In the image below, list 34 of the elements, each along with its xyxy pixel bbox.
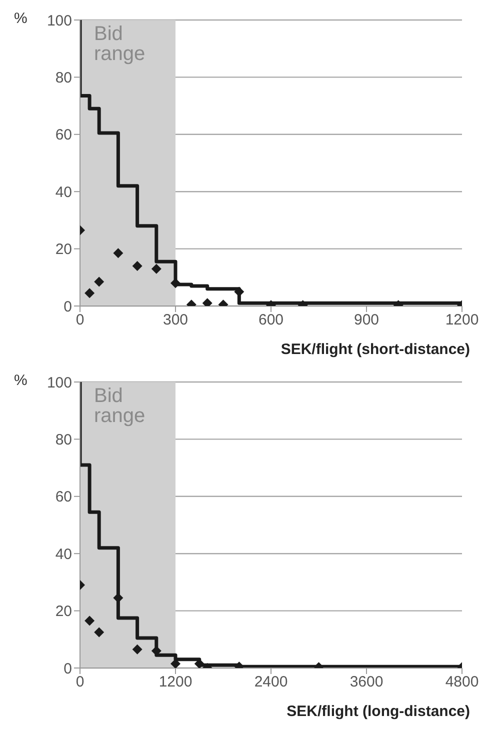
- y-tick-label: 100: [46, 12, 72, 30]
- point: [170, 658, 180, 668]
- y-axis-title: %: [14, 372, 28, 389]
- y-tick-label: 100: [46, 374, 72, 392]
- x-tick-label: 1200: [158, 674, 192, 691]
- x-tick-label: 300: [162, 312, 188, 329]
- x-tick-label: 1200: [445, 312, 479, 329]
- y-tick-label: 60: [55, 126, 72, 144]
- y-tick-label: 20: [55, 603, 72, 620]
- x-tick-label: 600: [258, 312, 284, 329]
- x-tick-label: 0: [76, 312, 84, 329]
- y-tick-label: 20: [55, 241, 72, 258]
- x-tick-label: 3600: [350, 674, 384, 691]
- y-tick-label: 0: [64, 298, 72, 316]
- y-tick-label: 60: [55, 488, 72, 506]
- y-tick-label: 40: [55, 546, 72, 563]
- x-axis-title: SEK/flight (long-distance): [286, 703, 470, 720]
- y-tick-label: 0: [64, 660, 72, 678]
- point: [94, 627, 104, 638]
- point: [194, 658, 204, 668]
- y-tick-label: 40: [55, 184, 72, 201]
- y-tick-label: 80: [55, 432, 72, 449]
- x-tick-label: 900: [354, 312, 380, 329]
- x-axis-title: SEK/flight (short-distance): [280, 341, 470, 358]
- y-axis-title: %: [14, 10, 28, 27]
- band-label: Bid range: [94, 23, 146, 66]
- x-tick-label: 2400: [254, 674, 288, 691]
- x-tick-label: 0: [76, 674, 84, 691]
- point: [151, 646, 162, 656]
- point: [84, 616, 95, 626]
- point: [132, 644, 142, 654]
- band-label: Bid range: [94, 385, 146, 428]
- x-tick-label: 4800: [445, 674, 479, 691]
- y-tick-label: 80: [55, 70, 72, 87]
